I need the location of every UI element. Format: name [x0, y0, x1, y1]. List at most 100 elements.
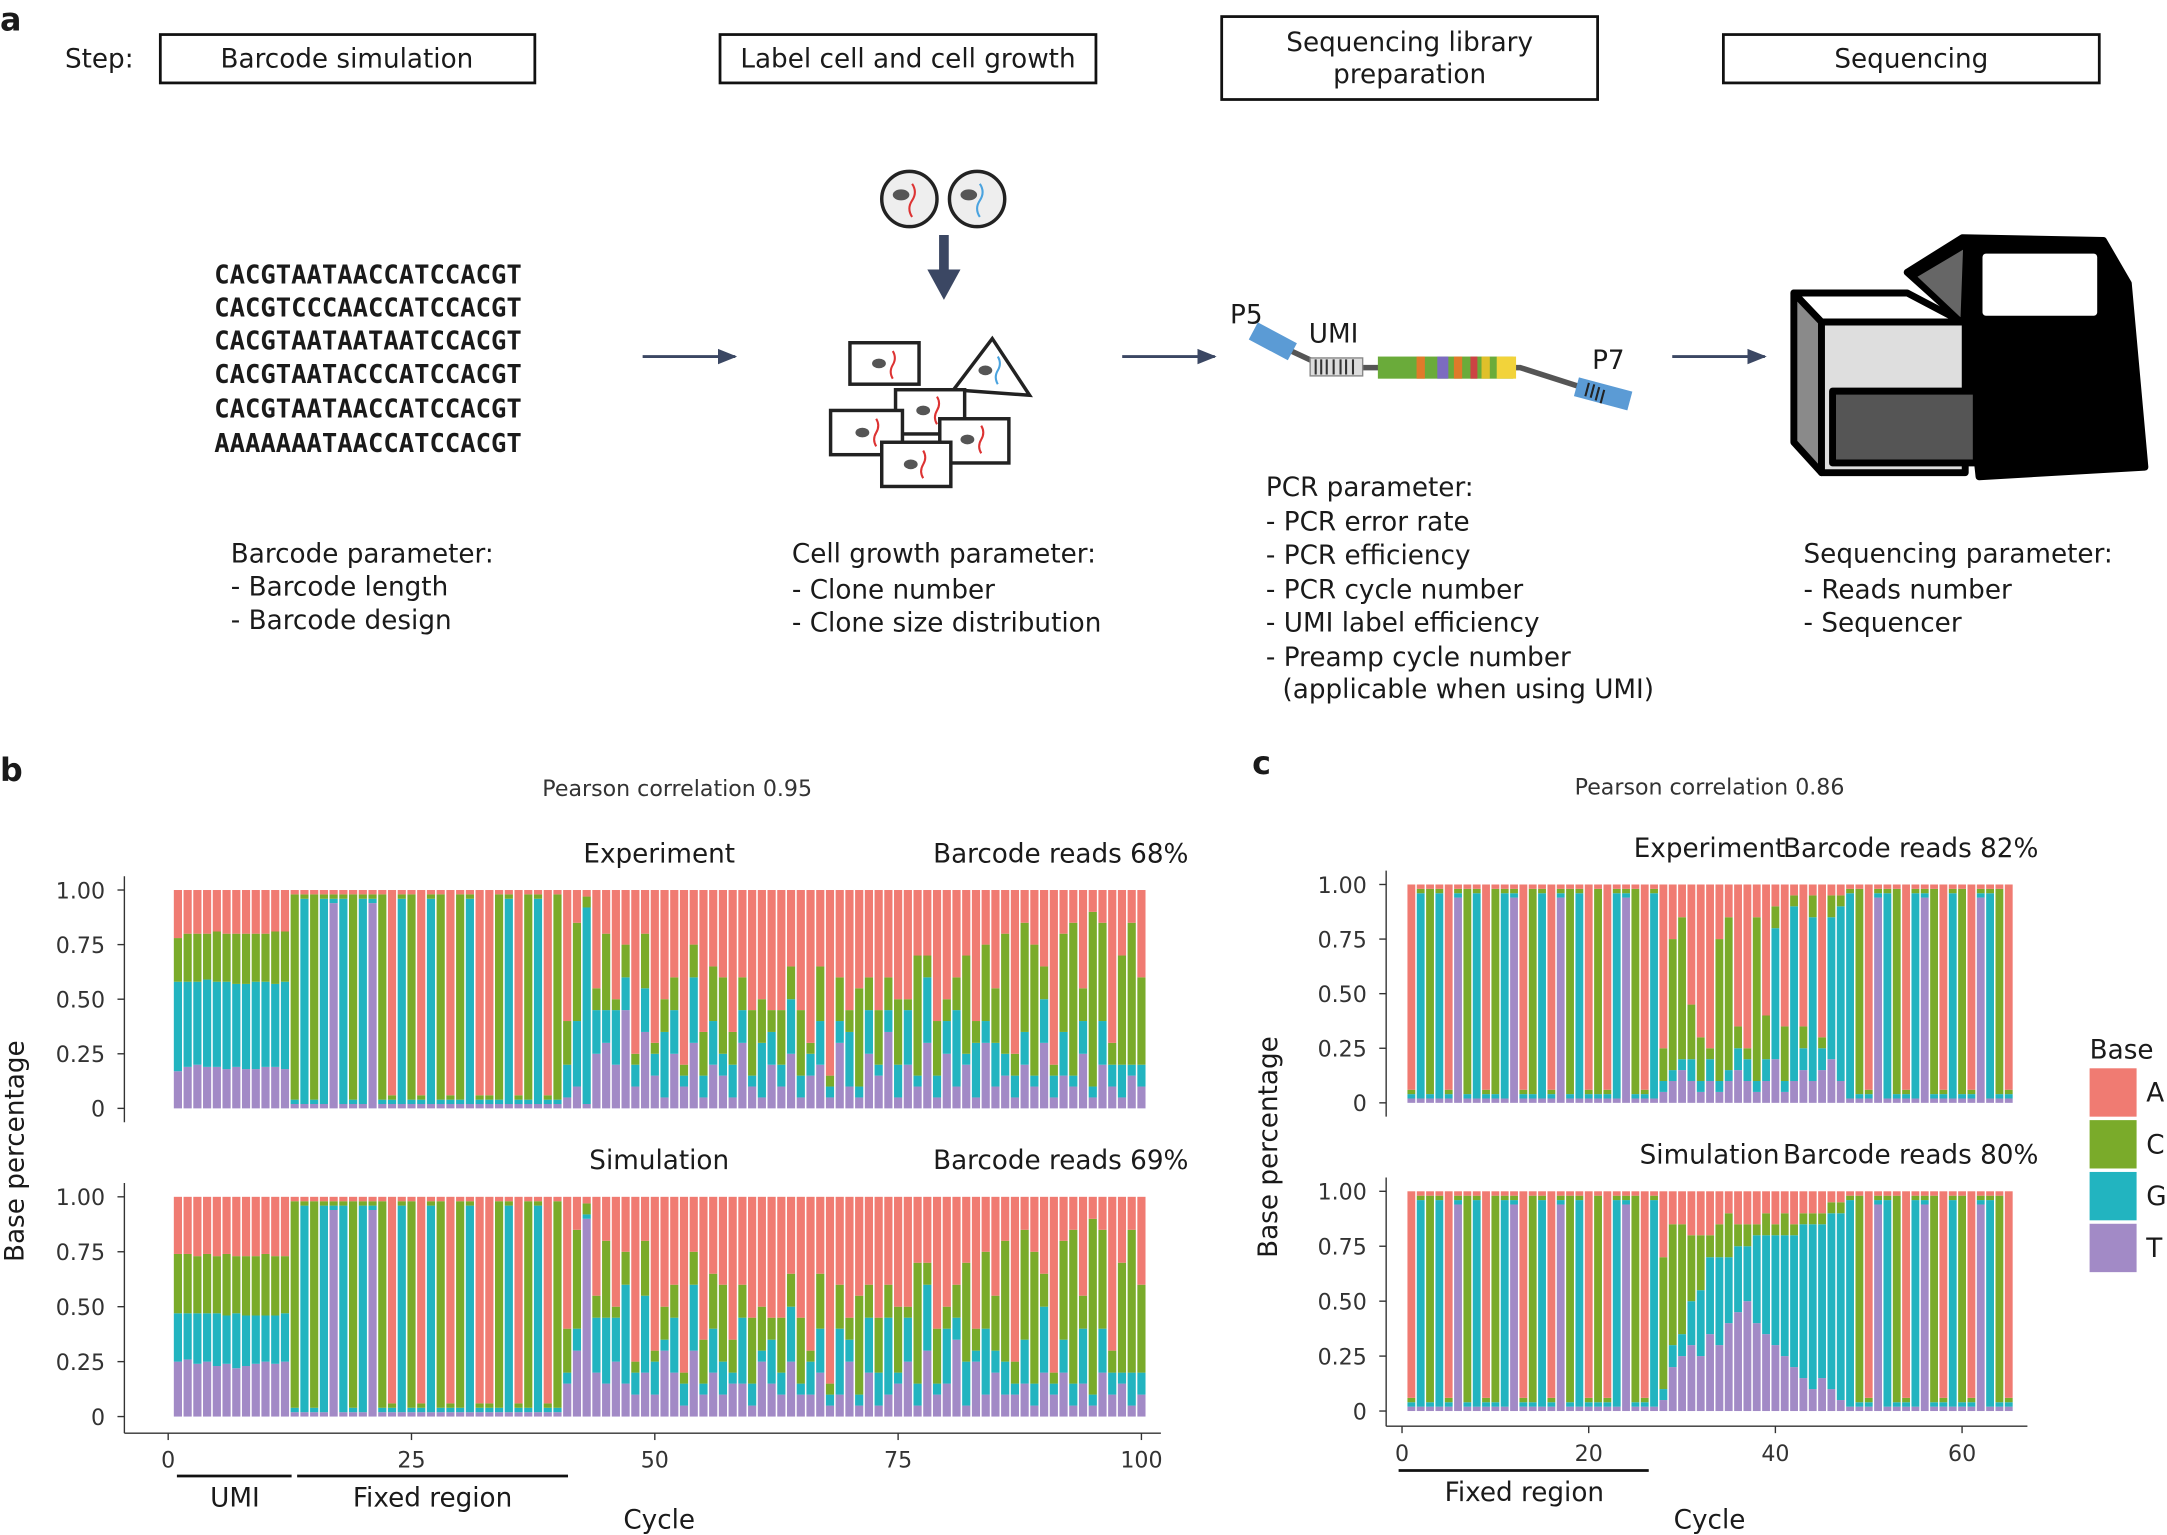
bar-segment	[894, 890, 903, 1000]
bar-segment	[1538, 884, 1546, 889]
bar-segment	[835, 1328, 844, 1395]
bar-segment	[757, 1042, 766, 1098]
bar-segment	[699, 1097, 708, 1109]
bar-segment	[1874, 1200, 1882, 1205]
bar-segment	[397, 1196, 406, 1202]
bar-segment	[290, 1412, 299, 1417]
bar-segment	[1575, 1406, 1584, 1412]
bar-segment	[397, 898, 406, 1105]
bar-segment	[232, 1256, 241, 1314]
bar-segment	[1547, 1406, 1556, 1412]
bar-segment	[1818, 1191, 1826, 1214]
bar-segment	[689, 1350, 698, 1417]
bar-segment	[1538, 1098, 1546, 1103]
bar-segment	[1020, 890, 1029, 923]
bar-segment	[1920, 897, 1929, 1103]
bar-segment	[1724, 1070, 1733, 1082]
bar-segment	[329, 894, 338, 899]
y-tick-label: 0.50	[56, 1295, 105, 1321]
bar-segment	[417, 1104, 426, 1109]
bar-segment	[816, 1196, 825, 1274]
bar-segment	[699, 890, 708, 1032]
bar-segment	[689, 1284, 698, 1351]
bar-segment	[874, 1372, 883, 1406]
bar-segment	[1911, 1098, 1920, 1103]
bar-segment	[825, 1405, 835, 1417]
bar-segment	[1059, 890, 1068, 934]
bar-segment	[874, 1405, 883, 1417]
bar-segment	[1762, 1059, 1770, 1082]
bar-segment	[679, 890, 689, 1065]
bar-segment	[203, 1196, 212, 1254]
bar-segment	[640, 1295, 650, 1373]
bar-segment	[290, 894, 299, 1100]
bar-segment	[894, 1383, 903, 1417]
bar-segment	[572, 1086, 582, 1109]
bar-segment	[796, 1196, 805, 1318]
bar-segment	[1117, 955, 1127, 1065]
bar-segment	[329, 903, 338, 1109]
bar-segment	[426, 890, 436, 895]
bar-segment	[845, 1086, 854, 1109]
bar-segment	[845, 1361, 854, 1417]
bar-segment	[1556, 884, 1565, 889]
bar-segment	[1818, 1070, 1826, 1103]
bar-segment	[1995, 1406, 2004, 1412]
bar-segment	[504, 898, 513, 1105]
param-title: Cell growth parameter:	[792, 539, 1096, 569]
bar-segment	[923, 1042, 932, 1109]
bar-segment	[1995, 1191, 2004, 1196]
bar-segment	[679, 1405, 689, 1417]
bar-segment	[1612, 884, 1621, 889]
bar-segment	[475, 1412, 484, 1417]
bar-segment	[1687, 1059, 1696, 1082]
bar-segment	[475, 1403, 484, 1408]
bar-segment	[251, 1363, 260, 1417]
bar-segment	[728, 1064, 737, 1098]
bar-segment	[1687, 1235, 1696, 1302]
bar-segment	[446, 1403, 455, 1408]
bar-segment	[1640, 1094, 1649, 1099]
bar-segment	[1594, 1094, 1602, 1099]
bar-segment	[241, 983, 251, 1070]
bar-segment	[1108, 890, 1117, 1043]
bar-segment	[1547, 884, 1556, 1090]
bar-segment	[572, 1021, 582, 1087]
bar-segment	[786, 1361, 796, 1417]
bar-segment	[1715, 1081, 1724, 1092]
bar-segment	[748, 1196, 757, 1318]
bar-segment	[1640, 1397, 1649, 1403]
legend-swatch	[2089, 1120, 2137, 1169]
bar-segment	[1510, 893, 1518, 898]
bar-segment	[1010, 1383, 1019, 1395]
bar-segment	[1435, 1195, 1444, 1201]
bar-segment	[1836, 1081, 1845, 1103]
bar-segment	[1098, 890, 1107, 923]
bar-segment	[806, 890, 815, 1043]
bar-segment	[1001, 1196, 1010, 1241]
bar-segment	[582, 1203, 591, 1215]
sequence: AAAAAAATAACCATCCACGT	[214, 429, 522, 459]
param-title: PCR parameter:	[1266, 473, 1474, 503]
bar-segment	[1799, 884, 1808, 1027]
chart-title: Simulation	[1640, 1141, 1780, 1171]
bar-segment	[1603, 1406, 1612, 1412]
legend-title: Base	[2090, 1036, 2154, 1066]
bar-segment	[1864, 1094, 1873, 1099]
bar-segment	[621, 1010, 630, 1109]
bar-segment	[1603, 1094, 1612, 1099]
bar-segment	[1098, 1372, 1107, 1417]
bar-segment	[465, 1205, 474, 1413]
bar-segment	[446, 1099, 455, 1105]
bar-segment	[1864, 1191, 1873, 1398]
bar-segment	[1976, 884, 1985, 889]
bar-segment	[1892, 1094, 1901, 1099]
bar-segment	[816, 1064, 825, 1109]
bar-segment	[757, 1361, 766, 1417]
bar-segment	[563, 1196, 572, 1329]
bar-segment	[475, 890, 484, 1096]
bar-segment	[232, 1196, 241, 1257]
bar-segment	[261, 1253, 270, 1316]
bar-segment	[786, 890, 796, 967]
bar-segment	[1510, 1200, 1518, 1205]
